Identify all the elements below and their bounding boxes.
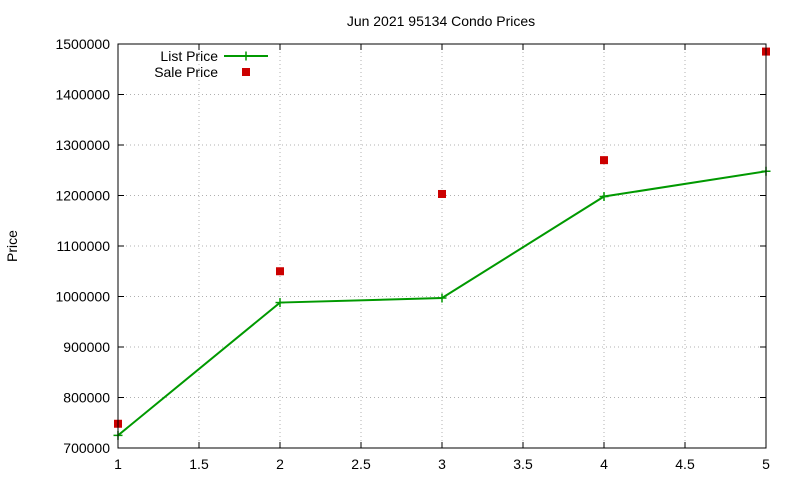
x-tick-label: 4.5 xyxy=(675,456,695,472)
y-tick-label: 800000 xyxy=(63,390,110,406)
series-layer xyxy=(113,47,771,440)
legend-marker xyxy=(242,68,250,76)
series-list-price xyxy=(113,166,771,440)
y-axis-label: Price xyxy=(4,230,20,262)
x-tick-label: 2 xyxy=(276,456,284,472)
y-tick-label: 1100000 xyxy=(57,238,111,254)
legend-marker xyxy=(241,51,251,61)
grid-lines xyxy=(118,44,766,448)
legend-item: Sale Price xyxy=(154,64,250,80)
x-axis-ticks: 1 1.5 2 2.5 3 3.5 4 4.5 5 xyxy=(114,44,770,472)
legend-label: List Price xyxy=(160,48,218,64)
y-tick-label: 1500000 xyxy=(55,36,110,52)
y-axis-ticks: 700000 800000 900000 1000000 1100000 1200000 1… xyxy=(55,36,766,456)
y-tick-label: 900000 xyxy=(63,339,110,355)
y-tick-label: 1000000 xyxy=(55,289,110,305)
data-point xyxy=(276,267,284,276)
x-tick-label: 3 xyxy=(438,456,446,472)
y-tick-label: 1400000 xyxy=(55,87,110,103)
data-point xyxy=(437,293,447,303)
x-tick-label: 4 xyxy=(600,456,608,472)
y-tick-label: 1300000 xyxy=(55,137,110,153)
plot-frame xyxy=(117,43,767,449)
y-tick-label: 1200000 xyxy=(55,188,110,204)
chart-title: Jun 2021 95134 Condo Prices xyxy=(347,13,535,29)
data-point xyxy=(600,156,608,165)
x-tick-label: 5 xyxy=(762,456,770,472)
x-tick-label: 2.5 xyxy=(351,456,371,472)
data-point xyxy=(275,298,285,308)
legend-item: List Price xyxy=(160,48,268,64)
y-tick-label: 700000 xyxy=(63,440,110,456)
data-point xyxy=(438,189,446,198)
x-tick-label: 3.5 xyxy=(513,456,533,472)
data-point xyxy=(599,192,609,202)
x-tick-label: 1.5 xyxy=(189,456,209,472)
series-line xyxy=(117,170,767,437)
x-tick-label: 1 xyxy=(114,456,122,472)
legend-label: Sale Price xyxy=(154,64,218,80)
